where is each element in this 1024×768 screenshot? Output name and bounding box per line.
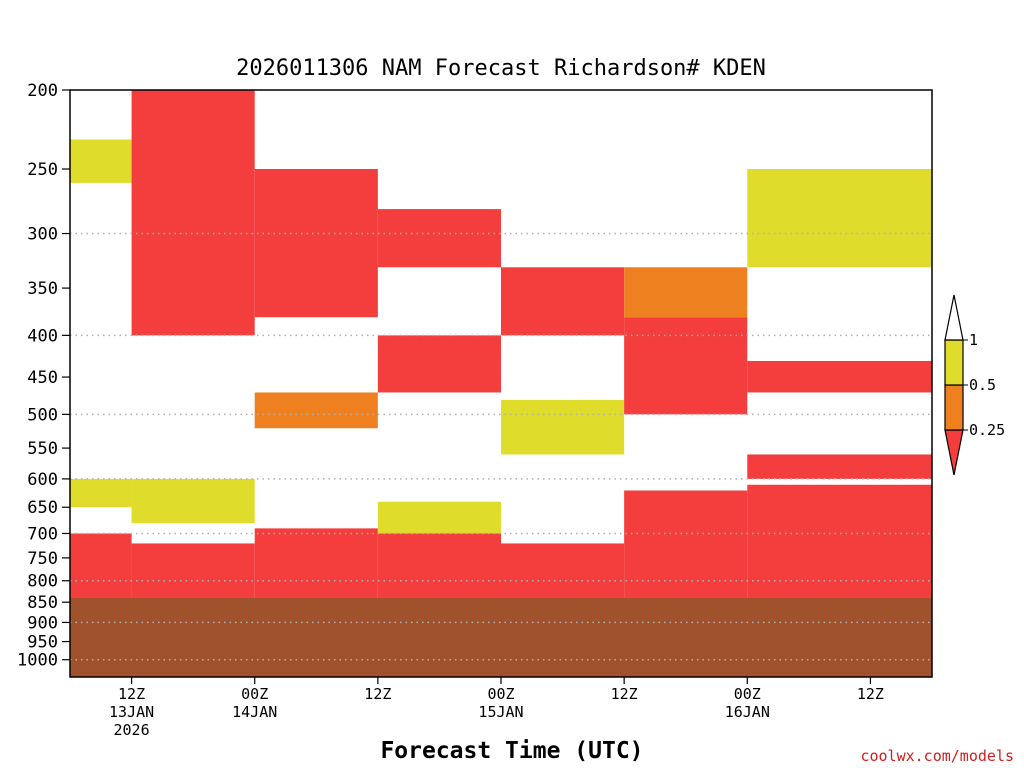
heatmap-cell — [131, 543, 255, 599]
y-tick-label: 850 — [27, 593, 58, 613]
colorbar-swatch — [944, 384, 964, 431]
y-tick-label: 250 — [27, 160, 58, 180]
colorbar-tick-label: 0.5 — [969, 376, 996, 394]
heatmap-cell — [70, 533, 132, 599]
x-axis-label: Forecast Time (UTC) — [380, 738, 643, 764]
y-axis: 200 250 300 350 400 450 500 550 600 650 700 750 8008… — [17, 81, 70, 671]
terrain-fill — [70, 598, 932, 677]
heatmap-cell — [747, 360, 932, 393]
chart-title: 2026011306 NAM Forecast Richardson# KDEN — [236, 56, 766, 81]
colorbar-tick-label: 1 — [969, 331, 978, 349]
x-tick-label: 00Z — [487, 685, 514, 703]
heatmap-cell — [747, 168, 932, 268]
heatmap-cell — [377, 335, 501, 393]
heatmap-cell — [501, 267, 625, 336]
x-tick-label: 2026 — [114, 721, 150, 739]
heatmap-cell — [501, 399, 625, 455]
heatmap-cell — [254, 528, 378, 599]
y-tick-label: 200 — [27, 81, 58, 101]
y-tick-label: 550 — [27, 439, 58, 459]
y-tick-label: 800 — [27, 572, 58, 592]
y-tick-label: 900 — [27, 613, 58, 633]
x-tick-label: 12Z — [611, 685, 638, 703]
colorbar-swatch — [944, 294, 964, 341]
pressure-gridlines — [70, 232, 932, 661]
heatmap-cell — [131, 90, 255, 234]
heatmap-cell — [70, 139, 132, 183]
heatmap-cell — [624, 317, 748, 415]
y-tick-label: 700 — [27, 524, 58, 544]
x-tick-label: 16JAN — [725, 703, 770, 721]
x-tick-label: 12Z — [364, 685, 391, 703]
heatmap-cell — [747, 484, 932, 599]
x-tick-label: 15JAN — [478, 703, 523, 721]
y-tick-label: 1000 — [17, 651, 58, 671]
y-tick-label: 500 — [27, 405, 58, 425]
x-tick-label: 14JAN — [232, 703, 277, 721]
heatmap-cell — [624, 490, 748, 599]
heatmap-cell — [377, 209, 501, 268]
x-tick-label: 12Z — [857, 685, 884, 703]
y-tick-label: 600 — [27, 470, 58, 490]
heatmap-cell — [501, 543, 625, 599]
y-tick-label: 450 — [27, 368, 58, 388]
y-tick-label: 750 — [27, 549, 58, 569]
y-tick-label: 400 — [27, 326, 58, 346]
heatmap-cell — [131, 233, 255, 336]
heatmap-cells — [70, 90, 932, 599]
x-tick-label: 12Z — [118, 685, 145, 703]
heatmap-cell — [254, 168, 378, 318]
heatmap-cell — [624, 267, 748, 318]
x-tick-label: 13JAN — [109, 703, 154, 721]
heatmap-cell — [254, 392, 378, 429]
colorbar-legend: 0.25 0.5 1 — [944, 294, 1005, 476]
y-tick-label: 950 — [27, 633, 58, 653]
heatmap-cell — [747, 454, 932, 479]
y-tick-label: 650 — [27, 498, 58, 518]
y-tick-label: 300 — [27, 225, 58, 245]
x-tick-label: 00Z — [734, 685, 761, 703]
credit-label: coolwx.com/models — [860, 747, 1014, 765]
y-tick-label: 350 — [27, 279, 58, 299]
colorbar-swatch — [944, 339, 964, 386]
colorbar-swatch — [944, 429, 964, 476]
colorbar-tick-label: 0.25 — [969, 421, 1005, 439]
heatmap-cell — [377, 533, 501, 599]
heatmap-cell — [131, 478, 255, 524]
x-tick-label: 00Z — [241, 685, 268, 703]
heatmap-cell — [70, 478, 132, 508]
heatmap-cell — [377, 501, 501, 534]
